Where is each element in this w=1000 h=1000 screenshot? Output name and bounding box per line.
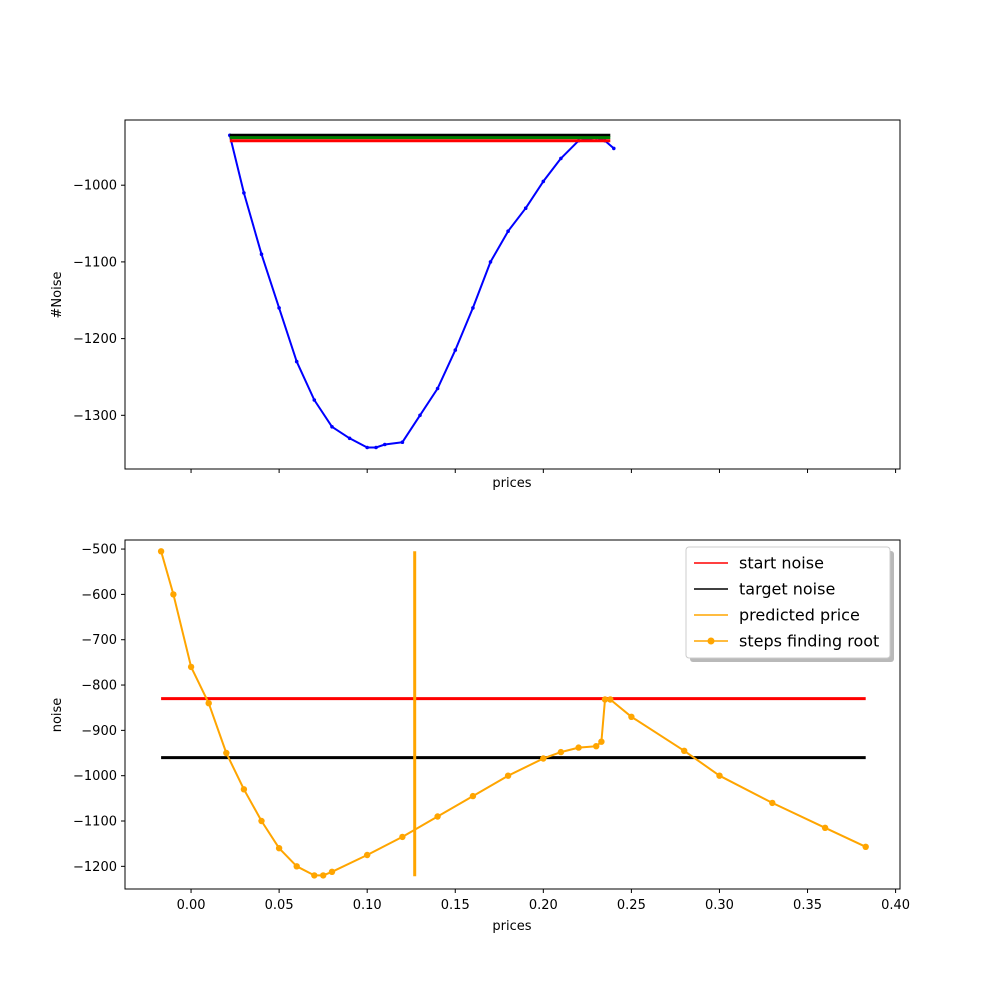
bottom-data-point (293, 863, 300, 870)
bottom-data-point (364, 851, 371, 859)
bottom-x-axis-label: prices (492, 919, 531, 934)
bottom-data-point (275, 845, 283, 852)
bottom-data-point (223, 749, 230, 757)
top-plot-series (228, 133, 616, 450)
bottom-y-tick-label: −700 (81, 633, 117, 648)
bottom-data-point (170, 591, 177, 598)
bottom-data-point (504, 772, 512, 779)
top-data-point (435, 386, 440, 391)
top-data-point (312, 398, 317, 402)
bottom-y-tick-label: −1100 (73, 815, 117, 830)
bottom-data-point (628, 713, 635, 720)
bottom-data-point (821, 824, 829, 831)
bottom-y-tick-label: −600 (81, 588, 117, 603)
bottom-y-tick-label: −1200 (73, 860, 117, 875)
legend-swatch-marker (707, 637, 715, 645)
bottom-data-point (575, 744, 582, 751)
top-data-point (277, 306, 281, 310)
bottom-plot-ticks: 0.00 0.05 0.10 0.15 0.20 0.25 0.30 0.35 0.40 −120… (73, 543, 910, 913)
bottom-data-point (557, 748, 565, 756)
bottom-plot-frame (124, 539, 901, 890)
bottom-data-point (469, 792, 477, 800)
top-x-axis-label: prices (492, 476, 531, 491)
bottom-x-tick-label: 0.40 (881, 898, 910, 913)
top-data-point (365, 445, 370, 450)
bottom-data-point (769, 799, 776, 807)
bottom-y-tick-label: −500 (81, 543, 117, 558)
bottom-plot-series (157, 548, 869, 879)
legend-entry-label: predicted price (739, 606, 860, 625)
top-data-point (259, 252, 264, 256)
top-subplot: −1300 −1200 −1100 −1000 prices #Noise (50, 119, 901, 491)
top-y-tick-label: −1300 (73, 409, 117, 424)
bottom-data-point (607, 696, 614, 703)
top-data-point (400, 440, 405, 445)
bottom-data-point (187, 663, 195, 671)
top-data-point (523, 206, 528, 210)
bottom-data-point (157, 548, 165, 555)
bottom-data-point (540, 755, 547, 762)
top-data-point (488, 260, 493, 264)
bottom-data-point (434, 813, 441, 820)
top-data-point (559, 156, 563, 161)
bottom-data-point (601, 696, 609, 703)
bottom-data-point (681, 747, 688, 754)
bottom-data-point (205, 700, 212, 707)
bottom-y-axis-label: noise (50, 698, 65, 733)
bottom-data-point (240, 786, 248, 793)
top-data-point (471, 306, 475, 310)
bottom-data-point (328, 868, 336, 875)
bottom-x-tick-label: 0.05 (265, 898, 294, 913)
legend-entries: start noise target noise predicted price st… (694, 554, 879, 651)
top-data-point (612, 146, 616, 151)
bottom-subplot: 0.00 0.05 0.10 0.15 0.20 0.25 0.30 0.35 0.40 −120… (50, 539, 910, 934)
bottom-data-point (593, 743, 600, 750)
bottom-y-tick-label: −1000 (73, 769, 117, 784)
bottom-data-point (320, 872, 327, 879)
bottom-data-point (258, 817, 265, 825)
top-y-tick-label: −1200 (73, 332, 117, 347)
top-data-point (418, 413, 422, 418)
top-y-tick-label: −1000 (73, 179, 117, 194)
top-plot-ticks: −1300 −1200 −1100 −1000 (73, 179, 897, 473)
bottom-data-point (716, 772, 723, 779)
top-data-point (347, 436, 352, 441)
legend-entry-label: start noise (739, 554, 824, 573)
top-y-axis-label: #Noise (50, 272, 65, 319)
top-data-point (506, 229, 510, 233)
bottom-x-tick-label: 0.20 (529, 898, 558, 913)
bottom-x-tick-label: 0.00 (177, 898, 206, 913)
bottom-x-tick-label: 0.35 (793, 898, 822, 913)
legend-entry-label: steps finding root (739, 632, 879, 651)
bottom-x-tick-label: 0.25 (617, 898, 646, 913)
top-data-point (541, 179, 546, 184)
top-y-tick-label: −1100 (73, 255, 117, 270)
top-data-point (330, 425, 334, 429)
bottom-x-tick-label: 0.15 (441, 898, 470, 913)
top-data-point (374, 445, 378, 450)
bottom-x-tick-label: 0.30 (705, 898, 734, 913)
top-data-point (383, 442, 387, 447)
bottom-y-tick-label: −900 (81, 724, 117, 739)
bottom-data-point (862, 843, 869, 850)
bottom-data-point (598, 738, 605, 745)
bottom-data-point (311, 872, 318, 879)
bottom-series-line-3 (160, 551, 867, 877)
legend-box (685, 546, 891, 659)
top-data-point (242, 191, 246, 195)
bottom-y-tick-label: −800 (81, 679, 117, 694)
legend: start noise target noise predicted price st… (685, 546, 894, 662)
legend-entry-label: target noise (739, 580, 835, 599)
bottom-x-tick-label: 0.10 (353, 898, 382, 913)
top-plot-frame (124, 119, 901, 470)
top-data-point (453, 348, 458, 352)
bottom-data-point (399, 833, 406, 841)
top-data-point (294, 359, 299, 364)
